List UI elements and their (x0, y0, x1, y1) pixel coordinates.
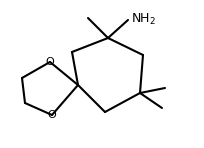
Text: O: O (48, 110, 56, 120)
Text: NH$_2$: NH$_2$ (131, 11, 156, 26)
Text: O: O (46, 57, 54, 67)
